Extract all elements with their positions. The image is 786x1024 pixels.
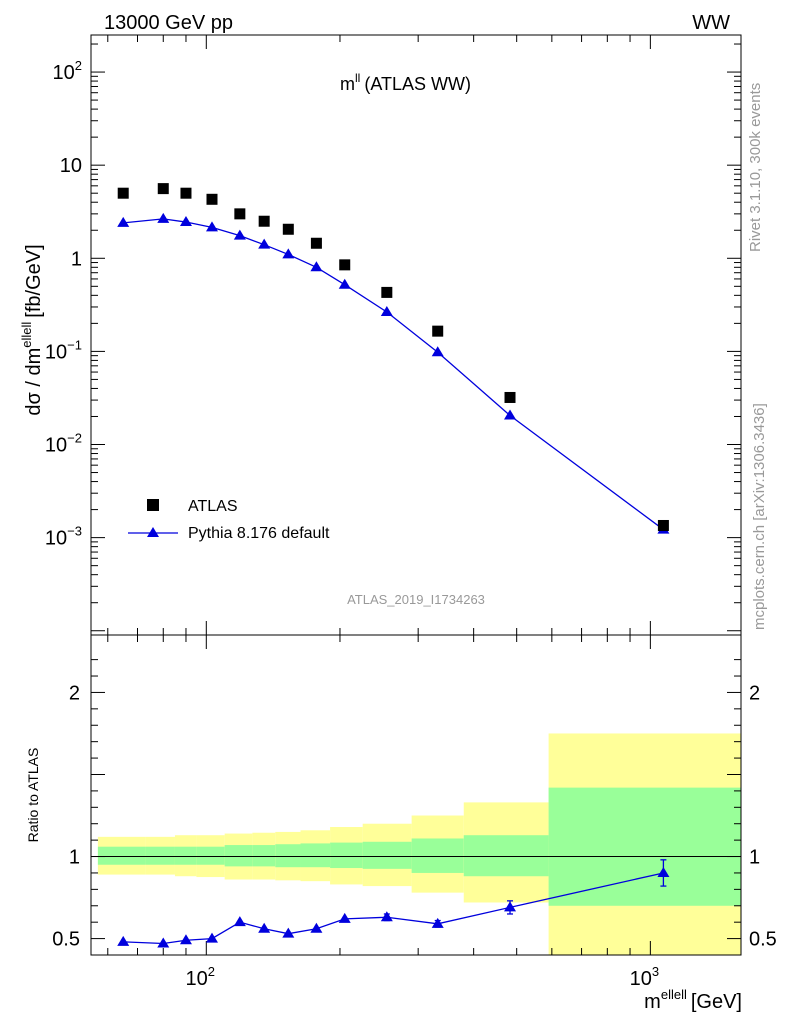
pythia-point [282,248,295,259]
ratio-panel-ticks [91,635,741,955]
energy-label: 13000 GeV pp [104,12,233,34]
inner-uncertainty-band [97,846,146,865]
pythia-point [431,346,444,357]
atlas-point [282,223,294,235]
legend-pythia-label: Pythia 8.176 default [188,525,330,542]
ratio-point [205,932,218,943]
atlas-point [117,187,129,199]
atlas-point [180,187,192,199]
legend-atlas-marker [147,499,159,511]
pythia-point [380,305,393,316]
pythia-point [205,221,218,232]
atlas-point [657,519,669,531]
pythia-point [179,216,192,227]
ratio-panel-frame [90,634,742,956]
inner-uncertainty-band [548,787,741,906]
ratio-y-axis-label: Ratio to ATLAS [25,748,41,843]
ratio-point [117,935,130,946]
atlas-point [339,259,351,271]
atlas-point [381,286,393,298]
ratio-y-tick-label-right: 1 [749,847,760,869]
inner-uncertainty-band [174,846,197,865]
main-y-tick-label: 102 [53,58,82,84]
ratio-y-tick-label-right: 0.5 [749,929,777,951]
pythia-point [310,261,323,272]
mcplots-label: mcplots.cern.ch [arXiv:1306.3436] [751,403,768,630]
main-panel-ticks [91,35,741,635]
legend-pythia-marker [147,527,159,537]
inner-uncertainty-band [463,835,549,877]
pythia-line [123,218,664,531]
main-y-tick-label: 10−2 [45,431,82,457]
ratio-y-tick-label: 0.5 [52,929,80,951]
inner-uncertainty-band [411,838,464,873]
main-y-tick-label: 10 [60,155,82,177]
inner-uncertainty-band [252,845,276,867]
ratio-point [657,866,670,877]
ratio-y-tick-label: 1 [69,847,80,869]
rivet-version-label: Rivet 3.1.10, 300k events [747,83,764,252]
atlas-point [310,237,322,249]
pythia-point [338,278,351,289]
ratio-point [258,922,271,933]
pythia-point [258,238,271,249]
pythia-point [504,409,517,420]
inner-uncertainty-band [362,841,412,869]
ratio-point [282,927,295,938]
atlas-point [432,325,444,337]
ratio-point [504,901,517,912]
main-y-axis-label: dσ / dmellell[fb/GeV] [19,244,45,415]
main-plot-title: mll (ATLAS WW) [340,71,471,94]
atlas-point [504,391,516,403]
ratio-point [310,922,323,933]
inner-uncertainty-band [196,846,225,865]
inner-uncertainty-band [275,844,301,868]
inner-uncertainty-band [224,845,253,867]
x-tick-label: 102 [186,964,215,990]
ratio-point [380,911,393,922]
pythia-point [157,212,170,223]
x-axis-label: mellell [GeV] [644,987,742,1013]
main-y-tick-label: 10−1 [45,337,82,363]
ratio-y-tick-label-right: 2 [749,682,760,704]
legend-atlas-label: ATLAS [188,498,238,515]
main-y-tick-label: 1 [71,248,82,270]
inner-uncertainty-band [330,842,363,869]
analysis-id-label: ATLAS_2019_I1734263 [347,592,485,607]
process-label: WW [692,12,730,34]
atlas-point [258,215,270,227]
main-y-tick-label: 10−3 [45,524,82,550]
atlas-point [234,208,246,220]
atlas-point [206,193,218,205]
atlas-point [157,183,169,195]
legend: ATLAS Pythia 8.176 default [128,498,330,542]
ratio-point [338,912,351,923]
pythia-point [117,216,130,227]
inner-uncertainty-band [300,843,331,868]
ratio-point [157,937,170,948]
ratio-point [179,934,192,945]
ratio-point [233,916,246,927]
x-tick-label: 103 [630,964,659,990]
inner-uncertainty-band [145,846,175,865]
ratio-point [431,917,444,928]
ratio-y-tick-label: 2 [69,682,80,704]
pythia-point [233,229,246,240]
